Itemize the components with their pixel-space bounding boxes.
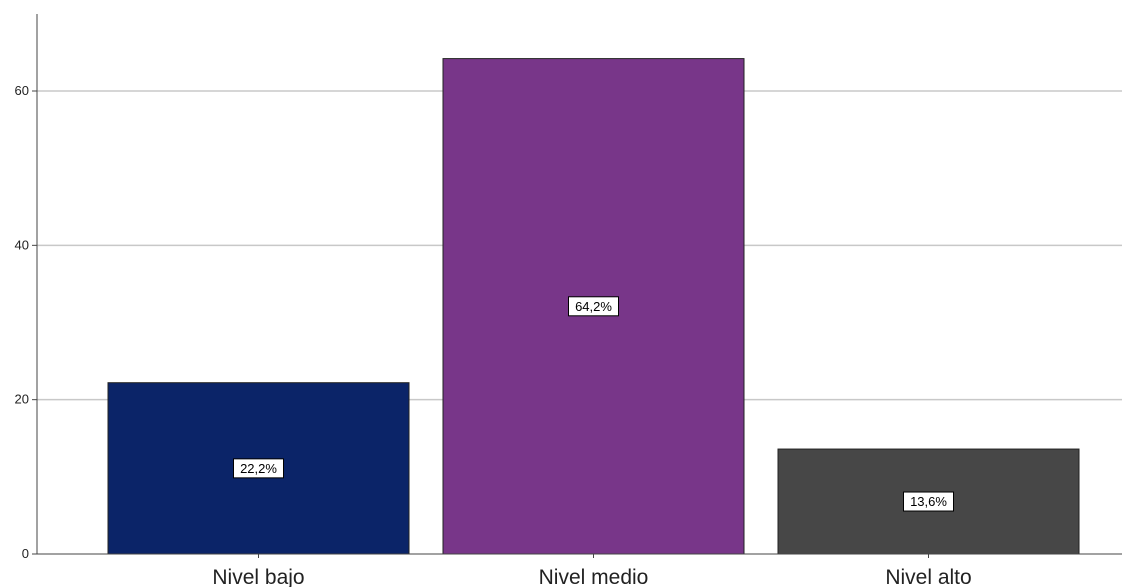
data-label: 64,2% <box>575 299 612 314</box>
y-tick-label: 0 <box>22 546 29 561</box>
y-tick-label: 40 <box>15 237 29 252</box>
data-label-box <box>568 296 619 317</box>
y-axis-ticks: 0 20 40 60 <box>15 83 37 561</box>
x-category-label: Nivel bajo <box>212 566 304 587</box>
y-tick-label: 20 <box>15 392 29 407</box>
data-label: 13,6% <box>910 494 947 509</box>
x-category-label: Nivel medio <box>539 566 649 587</box>
data-labels: 22,2% 64,2% 13,6% <box>233 296 954 512</box>
data-label-box <box>233 458 284 479</box>
data-label: 22,2% <box>240 461 277 476</box>
data-label-box <box>903 491 954 512</box>
y-tick-label: 60 <box>15 83 29 98</box>
x-category-label: Nivel alto <box>885 566 971 587</box>
x-axis-categories: Nivel bajo Nivel medio Nivel alto <box>212 554 972 587</box>
axes <box>36 14 1122 555</box>
